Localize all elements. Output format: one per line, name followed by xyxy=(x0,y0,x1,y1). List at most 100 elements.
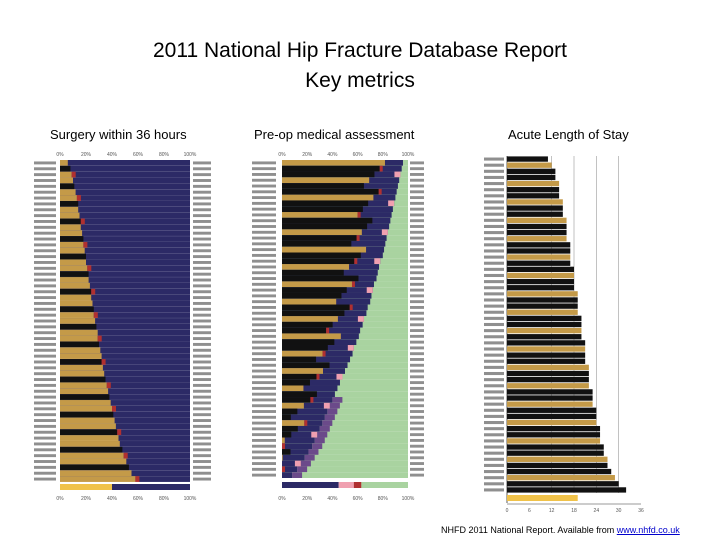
bar-length-of-stay xyxy=(507,346,586,352)
hospital-label-left xyxy=(252,381,276,385)
bar-marker-red xyxy=(322,350,326,357)
hospital-label-left xyxy=(34,208,56,212)
bar-segment-green xyxy=(282,425,408,432)
bar-length-of-stay xyxy=(507,370,589,377)
bar-marker-pink xyxy=(366,287,373,293)
bar-met xyxy=(60,265,190,272)
bar-length-of-stay xyxy=(507,450,604,456)
x-tick-top: 80% xyxy=(378,152,389,158)
bar-length-of-stay xyxy=(507,432,601,438)
hospital-label-left xyxy=(34,454,56,458)
bar-met xyxy=(60,423,190,430)
bar-not-met xyxy=(60,429,118,436)
bar-not-met xyxy=(60,476,136,482)
bar-not-met xyxy=(60,382,107,389)
hospital-label-left xyxy=(252,329,276,333)
hospital-label-left xyxy=(484,476,504,480)
bar-length-of-stay xyxy=(507,456,608,462)
bar-not-met xyxy=(60,259,86,266)
hospital-label-left xyxy=(34,260,56,264)
hospital-label-right xyxy=(410,219,424,223)
bar-length-of-stay xyxy=(507,358,586,364)
bar-met xyxy=(60,411,190,418)
hospital-label-right xyxy=(410,242,424,246)
hospital-label-right xyxy=(193,225,211,229)
hospital-label-left xyxy=(34,214,56,218)
hospital-label-right xyxy=(410,375,424,379)
bar-met xyxy=(60,294,190,301)
hospital-label-left xyxy=(252,213,276,217)
hospital-label-left xyxy=(252,363,276,367)
bar-met xyxy=(60,376,190,383)
hospital-label-left xyxy=(34,237,56,241)
bar-segment-green xyxy=(282,443,408,450)
bar-segment-base xyxy=(282,269,344,276)
bar-length-of-stay xyxy=(507,334,582,340)
bar-segment-navy xyxy=(282,437,315,444)
bar-marker-red xyxy=(357,212,361,218)
x-tick-bottom: 0% xyxy=(56,496,64,502)
hospital-label-right xyxy=(193,366,211,370)
hospital-label-right xyxy=(193,196,211,200)
hospital-label-left xyxy=(34,319,56,323)
bar-met xyxy=(60,177,190,184)
bar-length-of-stay xyxy=(507,291,578,297)
bar-segment-green xyxy=(282,408,408,415)
hospital-label-right xyxy=(193,337,211,341)
bar-length-of-stay xyxy=(507,254,571,260)
bar-met xyxy=(60,329,190,336)
hospital-label-left xyxy=(34,477,56,481)
bar-segment-green xyxy=(282,373,408,380)
x-tick-bottom: 0% xyxy=(278,496,286,502)
hospital-label-left xyxy=(484,470,504,474)
bar-length-of-stay xyxy=(507,419,597,426)
bar-not-met xyxy=(60,160,68,166)
bar-met xyxy=(60,236,190,242)
bar-not-met xyxy=(60,300,93,307)
hospital-label-left xyxy=(252,207,276,211)
hospital-label-left xyxy=(252,317,276,321)
x-tick-bottom: 40% xyxy=(327,496,338,502)
bar-not-met xyxy=(60,236,84,242)
bar-segment-green xyxy=(282,397,408,403)
bar-segment-green xyxy=(282,402,408,409)
hospital-label-right xyxy=(193,237,211,241)
hospital-label-right xyxy=(193,255,211,259)
bar-not-met xyxy=(60,277,89,283)
bar-segment-base xyxy=(282,304,350,311)
bar-segment-base xyxy=(282,264,350,270)
bar-not-met xyxy=(60,306,94,313)
nhfd-link[interactable]: www.nhfd.co.uk xyxy=(616,525,680,535)
hospital-label-right xyxy=(410,190,424,194)
bar-length-of-stay xyxy=(507,193,560,199)
hospital-label-right xyxy=(410,392,424,396)
bar-segment-purple xyxy=(327,408,338,415)
bar-length-of-stay xyxy=(507,174,556,181)
bar-segment-purple xyxy=(300,460,311,467)
hospital-label-left xyxy=(34,460,56,463)
bar-segment-navy xyxy=(282,385,338,392)
bar-length-of-stay xyxy=(507,395,593,401)
hospital-label-right xyxy=(410,456,424,460)
hospital-label-right xyxy=(193,436,211,440)
hospital-label-left xyxy=(34,419,56,422)
bar-met xyxy=(60,288,190,295)
hospital-label-left xyxy=(252,444,276,448)
bar-not-met xyxy=(60,183,75,190)
bar-segment-navy xyxy=(282,379,340,386)
bar-segment-base xyxy=(282,316,338,322)
bar-marker-red xyxy=(379,165,383,172)
bar-length-of-stay xyxy=(507,468,612,475)
bar-not-met xyxy=(60,224,81,231)
hospital-label-left xyxy=(484,200,504,204)
hospital-label-left xyxy=(252,358,276,361)
hospital-label-right xyxy=(193,231,211,235)
bar-length-of-stay xyxy=(507,438,601,444)
bar-segment-base xyxy=(282,194,374,201)
bar-length-of-stay xyxy=(507,187,560,193)
hospital-label-left xyxy=(484,451,504,455)
hospital-label-left xyxy=(484,384,504,388)
x-tick-label: 30 xyxy=(616,508,622,514)
hospital-label-right xyxy=(193,430,211,434)
hospital-label-right xyxy=(410,271,424,275)
